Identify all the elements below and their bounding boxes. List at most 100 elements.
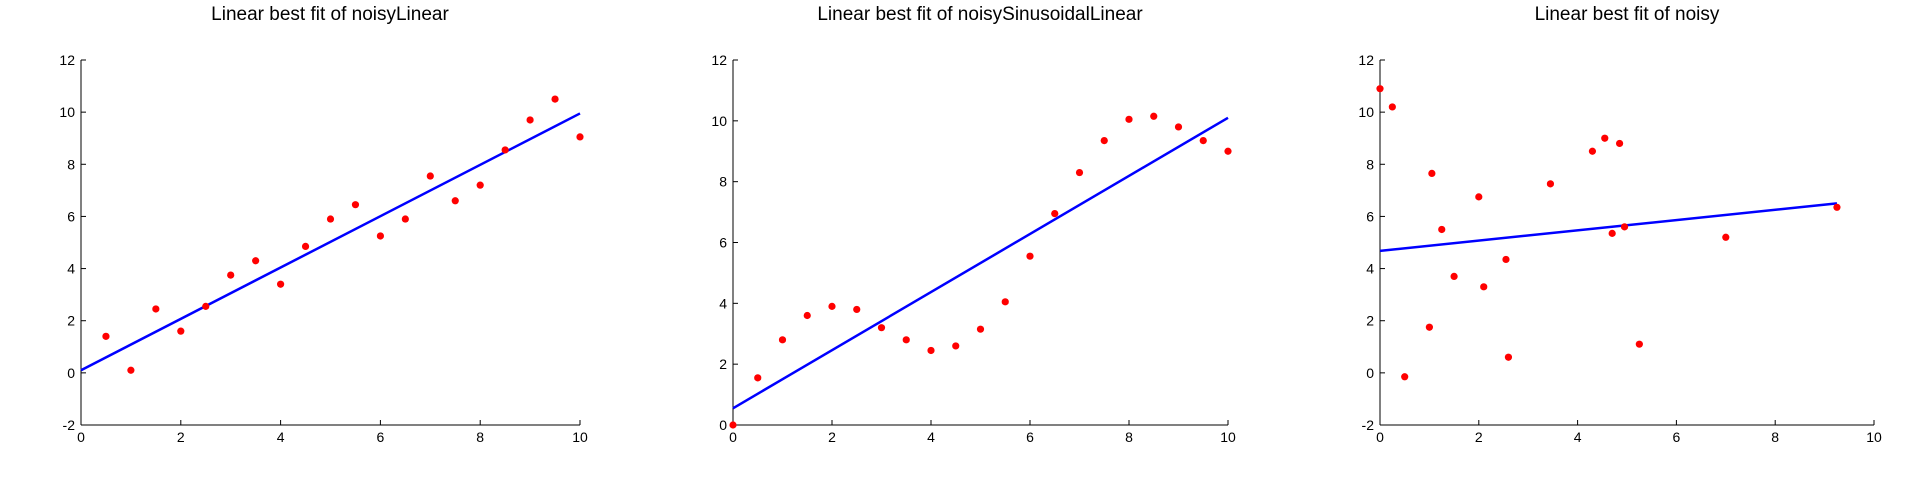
data-point [1100,137,1108,145]
y-tick-label: 4 [67,261,75,277]
x-tick-label: 6 [1673,429,1681,445]
y-tick-label: 10 [59,104,75,120]
y-tick-label: 2 [67,313,75,329]
data-point [1450,272,1458,280]
y-tick-label: 6 [719,235,727,251]
y-tick-label: 10 [1358,104,1374,120]
data-point [1388,103,1396,111]
best-fit-line [1379,202,1838,253]
chart-panel-2: Linear best fit of noisySinusoidalLinear… [711,4,1236,445]
data-point [152,305,160,313]
y-tick-label: -2 [1362,417,1375,433]
y-tick-label: 0 [67,365,75,381]
x-tick-label: 10 [1220,429,1236,445]
data-point [576,133,584,141]
x-tick-label: 2 [1475,429,1483,445]
x-tick-label: 8 [1125,429,1133,445]
data-point [976,325,985,333]
chart-title: Linear best fit of noisyLinear [211,4,449,25]
data-point [451,197,459,205]
data-point [1833,203,1841,211]
best-fit-line [732,116,1229,410]
y-tick-label: 0 [1366,365,1374,381]
data-point [252,257,260,265]
data-point [1601,134,1609,142]
y-tick-label: 8 [719,174,727,190]
data-point [177,327,185,335]
y-tick-label: 2 [719,356,727,372]
data-point [326,215,335,223]
data-point [376,232,384,240]
x-tick-label: 2 [177,429,185,445]
y-tick-label: 8 [67,156,75,172]
data-point [927,346,935,355]
y-tick-label: 12 [59,52,75,68]
best-fit-line [80,112,581,372]
y-tick-label: 12 [1358,52,1374,68]
data-point [1635,340,1643,348]
data-point [1051,210,1059,218]
data-point [551,95,559,103]
data-point [853,305,861,314]
data-point [1026,252,1034,260]
data-point [127,366,135,374]
data-point [1615,139,1624,148]
x-tick-label: 4 [1574,429,1582,445]
data-point [952,342,960,350]
data-point [1480,283,1488,291]
data-point [754,374,762,382]
y-tick-label: 2 [1366,313,1374,329]
y-tick-label: 10 [711,113,727,129]
data-point [1722,233,1730,241]
data-point [1438,225,1446,234]
chart-title: Linear best fit of noisySinusoidalLinear [817,4,1143,25]
data-point [1546,180,1555,188]
data-point [227,271,235,279]
data-point [1502,255,1510,264]
y-tick-label: 8 [1366,156,1374,172]
y-tick-label: 6 [1366,208,1374,224]
data-point [1620,223,1629,231]
data-point [803,311,811,320]
y-tick-label: 12 [711,52,727,68]
x-tick-label: 0 [729,429,737,445]
x-tick-label: 10 [1866,429,1882,445]
data-point [426,172,434,180]
data-point [351,201,360,209]
data-point [828,302,836,310]
x-tick-label: 8 [1771,429,1779,445]
y-tick-label: 6 [67,208,75,224]
data-point [501,146,509,154]
y-tick-label: 0 [719,417,727,433]
data-point [877,324,886,332]
data-point [1199,137,1207,145]
y-tick-label: 4 [1366,261,1374,277]
data-point [202,302,210,310]
data-point [301,242,310,251]
chart-title: Linear best fit of noisy [1535,4,1720,25]
data-point [778,336,787,344]
y-tick-label: -2 [63,417,76,433]
data-point [902,336,910,344]
data-point [1425,323,1433,331]
data-point [1588,147,1597,155]
data-point [526,116,534,124]
data-point [1224,147,1232,155]
y-tick-label: 4 [719,295,727,311]
x-tick-label: 2 [828,429,836,445]
x-tick-label: 8 [476,429,484,445]
data-point [1401,373,1409,381]
x-tick-label: 4 [277,429,285,445]
x-tick-label: 6 [1026,429,1034,445]
data-point [1504,353,1513,361]
data-point [277,280,285,288]
data-point [476,181,484,189]
data-point [401,215,409,223]
x-tick-label: 4 [927,429,935,445]
data-point [1150,112,1158,120]
data-point [1174,123,1183,131]
data-point [1001,298,1009,306]
